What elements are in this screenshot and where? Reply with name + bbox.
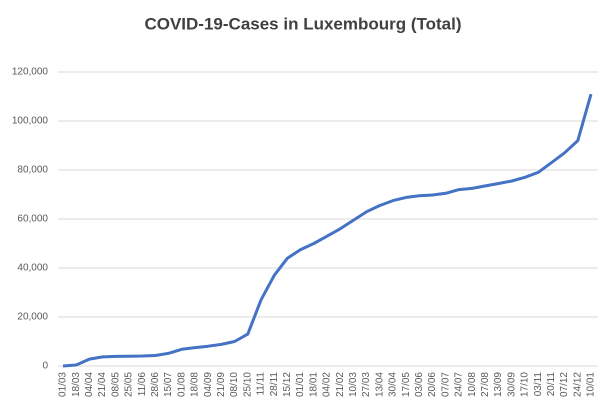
x-tick-label: 10/08	[467, 372, 478, 397]
x-tick-label: 11/11	[256, 372, 267, 396]
x-tick-label: 07/07	[440, 372, 451, 397]
x-tick-label: 04/02	[322, 372, 333, 397]
x-tick-label: 28/11	[269, 372, 280, 397]
chart-title: COVID-19-Cases in Luxembourg (Total)	[144, 14, 461, 33]
x-tick-label: 21/04	[97, 372, 108, 397]
x-tick-label: 27/08	[480, 372, 491, 397]
x-tick-label: 20/06	[427, 372, 438, 397]
x-tick-label: 21/02	[335, 372, 346, 397]
x-tick-label: 01/01	[295, 372, 306, 397]
x-tick-label: 10/03	[348, 372, 359, 397]
x-tick-label: 10/01	[586, 372, 597, 397]
x-tick-label: 30/09	[506, 372, 517, 397]
x-tick-label: 01/08	[176, 372, 187, 397]
x-tick-label: 21/09	[216, 372, 227, 397]
y-tick-label: 0	[42, 361, 48, 372]
x-tick-label: 24/07	[454, 372, 465, 397]
x-tick-label: 24/12	[572, 372, 583, 397]
x-tick-label: 25/10	[242, 372, 253, 397]
x-tick-label: 20/11	[546, 372, 557, 397]
x-tick-label: 03/06	[414, 372, 425, 397]
x-tick-label: 25/05	[124, 372, 135, 397]
line-series	[62, 93, 593, 368]
y-tick-label: 40,000	[17, 263, 48, 274]
x-tick-label: 11/06	[137, 372, 148, 397]
x-tick-label: 13/04	[374, 372, 385, 397]
x-tick-label: 15/07	[163, 372, 174, 397]
x-tick-label: 03/11	[533, 372, 544, 397]
y-tick-label: 80,000	[17, 165, 48, 176]
y-tick-label: 100,000	[12, 116, 49, 127]
x-tick-label: 13/09	[493, 372, 504, 397]
x-tick-label: 01/03	[58, 372, 69, 397]
x-tick-label: 18/01	[308, 372, 319, 397]
x-tick-label: 07/12	[559, 372, 570, 397]
x-tick-label: 08/10	[229, 372, 240, 397]
x-tick-label: 27/03	[361, 372, 372, 397]
x-tick-label: 18/03	[71, 372, 82, 397]
y-tick-label: 120,000	[12, 67, 49, 78]
y-tick-label: 60,000	[17, 214, 48, 225]
x-tick-label: 17/10	[520, 372, 531, 397]
x-tick-label: 08/05	[110, 372, 121, 397]
x-tick-label: 30/04	[388, 372, 399, 397]
x-tick-label: 28/06	[150, 372, 161, 397]
y-tick-label: 20,000	[17, 312, 48, 323]
x-tick-label: 04/09	[203, 372, 214, 397]
x-tick-label: 04/04	[84, 372, 95, 397]
x-tick-label: 15/12	[282, 372, 293, 397]
x-tick-label: 18/08	[190, 372, 201, 397]
x-tick-label: 17/05	[401, 372, 412, 397]
